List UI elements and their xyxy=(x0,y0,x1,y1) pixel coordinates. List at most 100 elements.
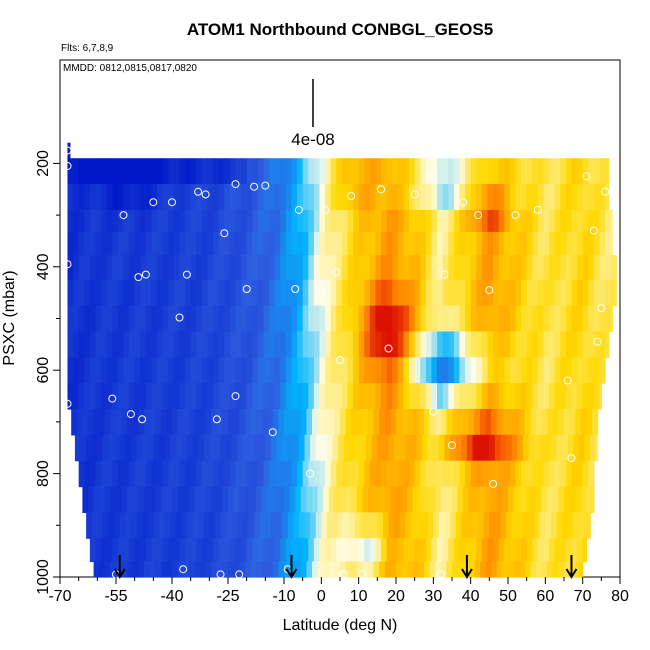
heatmap-cell xyxy=(241,231,248,256)
heatmap-cell xyxy=(560,331,567,358)
heatmap-cell xyxy=(145,331,153,358)
flights-label: Flts: 6,7,8,9 xyxy=(61,43,114,54)
heatmap-cell xyxy=(537,305,545,333)
heatmap-cell xyxy=(470,331,477,358)
heatmap-cell xyxy=(487,209,494,233)
heatmap-cell xyxy=(289,408,296,436)
heatmap-cell xyxy=(341,305,349,333)
x-tick-label: -55 xyxy=(104,588,127,605)
heatmap-cell xyxy=(233,408,240,436)
heatmap-cell xyxy=(453,357,461,384)
heatmap-cell xyxy=(532,231,539,256)
heatmap-cell xyxy=(425,209,433,233)
sample-point xyxy=(306,469,315,478)
heatmap-cell xyxy=(521,255,528,281)
heatmap-cell xyxy=(368,561,375,578)
heatmap-cell xyxy=(190,209,197,233)
heatmap-cell xyxy=(312,408,319,436)
heatmap-cell xyxy=(472,434,479,462)
heatmap-cell xyxy=(213,357,220,384)
heatmap-cell xyxy=(207,331,214,358)
heatmap-cell xyxy=(145,383,153,410)
heatmap-cell xyxy=(487,158,494,185)
heatmap-cell xyxy=(397,279,405,307)
heatmap-cell xyxy=(101,538,108,563)
heatmap-cell xyxy=(321,434,328,462)
sample-point xyxy=(134,273,143,282)
heatmap-cell xyxy=(257,357,265,384)
heatmap-cell xyxy=(515,231,522,256)
heatmap-cell xyxy=(140,357,147,384)
heatmap-cell xyxy=(588,331,595,358)
heatmap-cell xyxy=(577,158,584,185)
heatmap-cell xyxy=(134,331,141,358)
heatmap-cell xyxy=(498,383,505,410)
heatmap-cell xyxy=(556,434,563,462)
heatmap-cell xyxy=(412,561,419,578)
sample-point xyxy=(317,288,326,297)
heatmap-cell xyxy=(425,383,433,410)
heatmap-cell xyxy=(368,408,375,436)
heatmap-cell xyxy=(543,184,550,211)
x-tick-label: 30 xyxy=(424,588,442,605)
heatmap-cell xyxy=(582,184,589,211)
heatmap-cell xyxy=(403,255,410,281)
heatmap-cell xyxy=(201,460,209,488)
heatmap-cell xyxy=(263,279,270,307)
heatmap-cell xyxy=(242,434,250,462)
heatmap-cell xyxy=(567,434,574,462)
heatmap-cell xyxy=(554,331,561,358)
heatmap-cell xyxy=(102,512,110,539)
heatmap-cell xyxy=(586,486,593,513)
heatmap-cell xyxy=(315,434,322,462)
x-axis: -70 -55 -40 -25 -10 0 10 20 30 40 50 60 70 80 xyxy=(48,577,629,605)
heatmap-cell xyxy=(420,357,427,384)
heatmap-cell xyxy=(605,279,612,307)
heatmap-cell xyxy=(476,184,483,211)
sample-point xyxy=(533,205,542,214)
heatmap-cell xyxy=(446,486,453,513)
heatmap-cell xyxy=(323,408,330,436)
heatmap-cell xyxy=(274,255,281,281)
heatmap-cell xyxy=(465,255,472,281)
x-tick-label: 40 xyxy=(462,588,480,605)
y-tick-label: 200 xyxy=(35,150,52,177)
heatmap-cell xyxy=(442,538,449,563)
heatmap-cell xyxy=(213,279,220,307)
heatmap-cell xyxy=(168,383,175,410)
heatmap-cell xyxy=(117,279,125,307)
heatmap-cell xyxy=(554,460,561,488)
heatmap-cell xyxy=(323,486,330,513)
heatmap-cell xyxy=(508,561,515,578)
heatmap-cell xyxy=(354,434,362,462)
heatmap-cell xyxy=(521,158,528,185)
heatmap-cell xyxy=(207,305,214,333)
heatmap-cell xyxy=(480,408,487,436)
heatmap-cell xyxy=(420,279,427,307)
heatmap-cell xyxy=(205,408,212,436)
heatmap-cell xyxy=(198,512,205,539)
heatmap-cell xyxy=(123,460,130,488)
heatmap-cell xyxy=(302,184,309,211)
heatmap-cell xyxy=(414,383,421,410)
heatmap-cell xyxy=(541,486,548,513)
heatmap-cell xyxy=(134,209,141,233)
heatmap-cell xyxy=(73,331,80,358)
heatmap-cell xyxy=(539,512,546,539)
heatmap-cell xyxy=(440,561,447,578)
heatmap-cell xyxy=(78,209,85,233)
heatmap-cell xyxy=(448,305,455,333)
heatmap-cell xyxy=(162,305,169,333)
heatmap-cell xyxy=(593,255,601,281)
sample-point xyxy=(489,479,498,488)
heatmap-cell xyxy=(399,434,406,462)
heatmap-cell xyxy=(287,512,294,539)
heatmap-cell xyxy=(196,383,203,410)
heatmap-cell xyxy=(140,184,147,211)
heatmap-cell xyxy=(293,512,300,539)
heatmap-cell xyxy=(112,184,119,211)
heatmap-cell xyxy=(459,331,466,358)
heatmap-cell xyxy=(153,434,160,462)
heatmap-cell xyxy=(543,231,550,256)
heatmap-cell xyxy=(201,231,209,256)
